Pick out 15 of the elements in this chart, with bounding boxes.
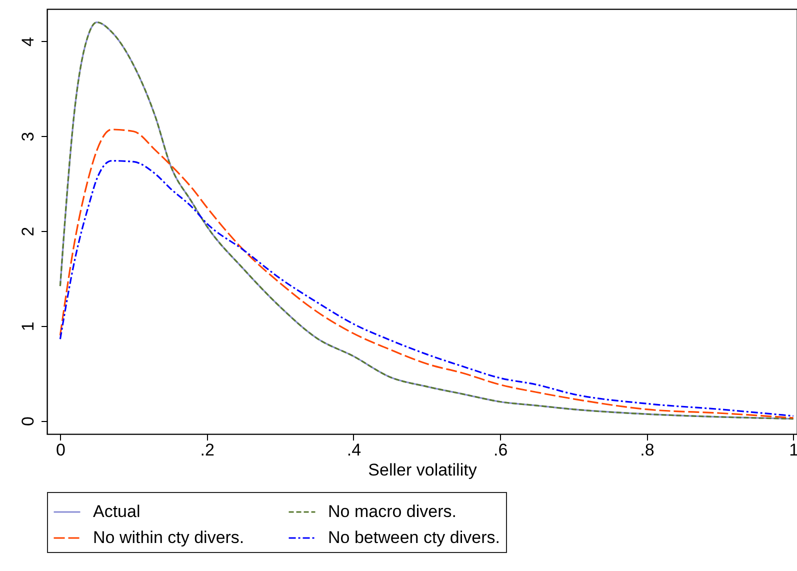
y-tick-label: 4 — [18, 37, 38, 46]
legend-label: No between cty divers. — [328, 528, 500, 547]
y-tick-label: 0 — [18, 416, 38, 426]
x-tick-label: .2 — [200, 440, 214, 460]
x-tick-label: .8 — [640, 440, 654, 460]
legend-label: No within cty divers. — [93, 528, 244, 547]
legend-label: No macro divers. — [328, 502, 456, 521]
x-tick-label: .6 — [493, 440, 508, 460]
x-tick-label: 0 — [56, 440, 66, 460]
x-axis-title: Seller volatility — [368, 460, 478, 480]
x-tick-label: .4 — [346, 440, 362, 460]
y-tick-label: 3 — [18, 132, 38, 142]
legend-label: Actual — [93, 502, 140, 521]
y-tick-label: 2 — [18, 226, 38, 236]
y-tick-label: 1 — [18, 322, 38, 332]
